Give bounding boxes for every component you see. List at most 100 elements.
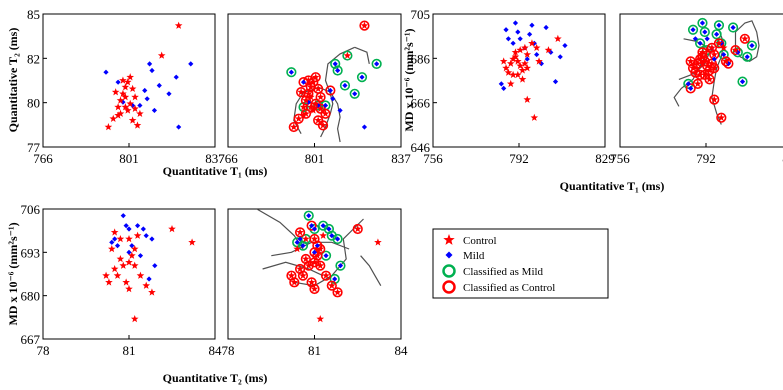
point-mild — [524, 56, 530, 62]
y-tick-label: 666 — [411, 96, 431, 111]
point-control — [328, 281, 336, 289]
point-control — [741, 34, 749, 43]
point-control — [302, 96, 310, 104]
y-axis-label: MD x 10⁻⁶ (mm²s⁻¹) — [402, 28, 416, 131]
point-mild — [311, 226, 318, 232]
point-control — [121, 83, 130, 91]
point-mild — [527, 31, 533, 37]
point-control — [157, 51, 166, 59]
point-control — [126, 99, 135, 108]
point-classified-control — [685, 56, 696, 67]
point-control — [310, 285, 319, 293]
point-classified-control — [306, 220, 317, 231]
point-control — [701, 57, 709, 65]
point-mild — [501, 85, 507, 91]
point-control — [122, 278, 130, 286]
plot-marks — [286, 20, 382, 143]
point-control — [691, 68, 700, 76]
point-control — [518, 75, 527, 83]
x-axis-label: Quantitative T₁ (ms) — [560, 179, 665, 193]
point-classified-control — [320, 108, 331, 119]
point-control — [693, 59, 702, 67]
point-mild — [149, 67, 155, 74]
legend-box — [432, 228, 609, 299]
point-control — [523, 64, 532, 72]
x-tick-label: 81 — [123, 343, 136, 358]
point-control — [126, 73, 135, 81]
point-mild — [512, 20, 519, 26]
legend-marker-control — [443, 234, 455, 245]
point-classified-mild — [711, 29, 722, 40]
y-tick-label: 80 — [27, 96, 40, 111]
point-control — [174, 21, 183, 29]
point-mild — [149, 236, 155, 242]
panel-p2: 766 801 837 — [218, 13, 411, 166]
point-control — [719, 43, 728, 52]
x-tick-label: 84 — [209, 343, 223, 358]
legend: Control Mild Classified as Mild Classifi… — [432, 228, 609, 299]
point-mild — [548, 49, 554, 55]
point-mild — [332, 61, 338, 67]
point-control — [104, 123, 113, 131]
point-mild — [374, 61, 380, 67]
point-classified-control — [720, 56, 732, 67]
legend-label-classified-mild: Classified as Mild — [463, 266, 544, 278]
x-tick-label: 801 — [119, 151, 139, 166]
point-mild — [702, 29, 708, 35]
legend-marker-classified-control — [442, 280, 456, 294]
point-control — [696, 55, 704, 63]
point-control — [310, 258, 319, 266]
point-control — [125, 258, 133, 266]
point-mild — [146, 61, 153, 67]
point-control — [131, 93, 139, 101]
point-mild — [342, 82, 348, 89]
point-control — [304, 76, 313, 84]
point-mild — [126, 249, 132, 255]
point-mild — [498, 81, 504, 87]
point-control — [304, 261, 313, 269]
point-classified-control — [288, 121, 299, 133]
point-control — [343, 51, 352, 59]
point-mild — [120, 213, 126, 219]
point-control — [119, 261, 128, 269]
point-control — [509, 70, 517, 79]
point-mild — [176, 124, 182, 130]
point-control — [109, 114, 118, 122]
panel-p1: 766 801 837 77 80 82 85 Quantitative T₂ (ms) Qua… — [6, 7, 267, 178]
point-classified-control — [332, 287, 343, 298]
point-control — [125, 285, 133, 293]
point-control — [322, 271, 330, 279]
point-mild — [685, 81, 691, 87]
point-control — [321, 109, 330, 117]
point-control — [319, 121, 327, 129]
point-control — [374, 238, 382, 246]
point-control — [528, 39, 536, 47]
point-control — [544, 46, 553, 54]
point-classified-control — [325, 85, 336, 96]
point-control — [123, 106, 132, 114]
point-control — [110, 228, 119, 236]
point-control — [499, 57, 508, 65]
point-mild — [288, 69, 294, 75]
point-mild — [552, 79, 559, 85]
point-mild — [129, 243, 135, 249]
x-tick-label: 837 — [391, 151, 411, 166]
point-classified-mild — [332, 233, 343, 245]
point-control — [708, 59, 716, 67]
point-mild — [320, 223, 326, 229]
point-control — [316, 245, 325, 253]
point-control — [168, 225, 176, 233]
point-control — [299, 103, 308, 111]
point-classified-control — [692, 78, 703, 89]
point-classified-control — [704, 74, 715, 85]
y-tick-label: 646 — [411, 140, 431, 155]
point-control — [304, 89, 313, 98]
point-mild — [557, 54, 563, 60]
point-control — [310, 235, 319, 243]
point-control — [119, 89, 127, 98]
point-control — [302, 255, 310, 263]
point-control — [116, 96, 125, 104]
plot-marks — [102, 213, 196, 323]
